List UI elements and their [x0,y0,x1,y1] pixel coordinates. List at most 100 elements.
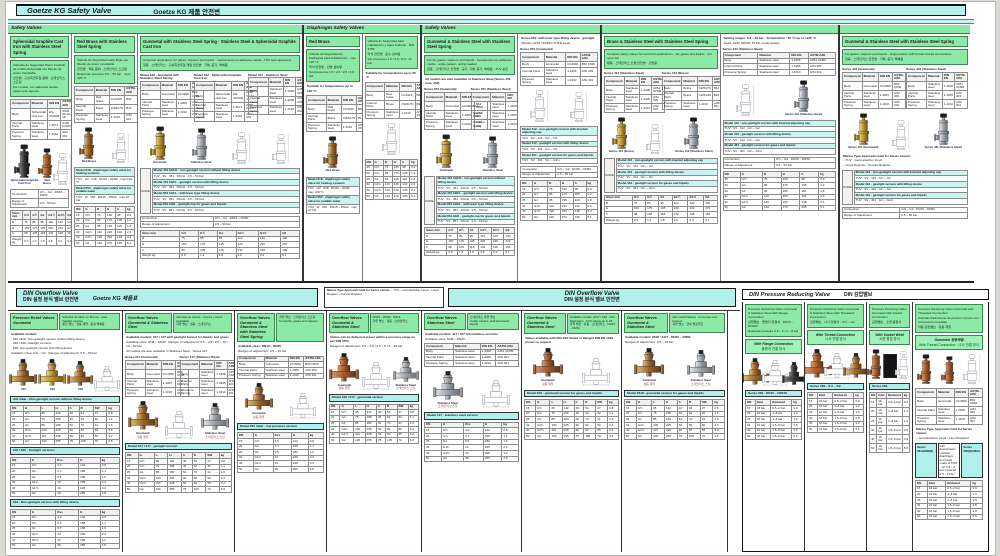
column-header: ASTM-AISI [892,72,906,83]
catalog-column: Brass & Stainless Steel with Stainless S… [602,34,721,281]
table-cell: EN-JS1049 [231,89,246,104]
note-line: All models are also available in Stainle… [425,76,511,85]
table-cell: 50 [915,513,928,521]
table-cell: 2.6 [235,252,259,260]
table-cell: TÜV · HV · 618 · DN15 – DN32 · max 120 °… [306,185,360,196]
description-line: Pressure Reducing Valve Gunmetal & Stain… [748,307,797,320]
column-subtitle: Stainless Steel [427,319,455,325]
table-cell: 1.5–6 bar [770,433,793,440]
overflow-valve-banner-left: DIN Overflow Valve DIN 설정 분식 밸브 안전변 Goet… [16,288,318,307]
description-box: For air, gases, vapours and liquids · ne… [424,54,516,75]
table-cell: 1.4571 [231,102,246,113]
table-cell: Stainless steel [267,86,284,97]
overflow-valve-banner-middle: DIN Overflow Valve DIN 설정 분식 밸브 안전변 [448,288,736,307]
data-table: DN Inlet Reduced kg 15 16 bar 0.5–2 bar 0.9 20 16… [915,480,983,521]
table-cell: Body [905,81,928,92]
section-columns: Gunmetal & Stainless Steel with Stainles… [422,34,600,281]
pressure-reducing-column: Pressure Reducing Valve Gunmetal with Th… [913,302,985,551]
connection-label-kr: With Thread Connection · 나사 연결 방식 [918,342,980,347]
table-cell: 16 bar [816,426,834,433]
table-cell: Range of Adjustment [841,212,901,219]
table-row: Body Spheroidal cast iron EN-JS1049 A536 60… [10,107,72,122]
table-cell: 255 [663,433,678,440]
table-cell: Connection [10,189,39,200]
valve-photo-label: Gunmetal [642,378,656,383]
description-line: Pressure Reducing Valve Gunmetal with Th… [918,307,974,316]
connection-label-kr: 나사 연결 방식 [825,337,846,342]
table-cell: CC491K [340,104,358,115]
table-cell: 1.4408 [282,86,297,97]
note-text: Suitable for temperatures up to 120 °C [306,84,360,93]
table-cell: 2.6 [671,217,689,224]
table-cell: G2 [535,433,551,440]
catalog-section: Diaphragm Safety Valves Red Brass Válvula … [304,25,422,281]
valve-photo-row: Gunmetal 청동 재질 Stainless Steel 스테인리스 스틸 [329,351,419,393]
connection-label-kr: 플랜지 연결 방식 [761,346,786,351]
table-cell: AISI 303 [295,95,302,106]
table-cell: 5.6 [970,513,983,521]
valve-photo-bronze: Gunmetal 청동 재질 [244,383,273,419]
pressure-reducing-title-korean: DIN 감압밸브 [843,292,873,298]
table-cell: 1.4408 [638,85,653,96]
valve-photo-label: 640 [21,387,26,392]
valve-photo-row: Spheroidal Graphite Cast Iron Red Brass [10,142,72,188]
table-row: 32 16 bar 1.5–6 bar 2.8 [807,414,864,422]
table-cell: 5.1 [585,214,599,221]
table-row: Connection G½ – G2 · DN15 – DN50 [10,189,70,200]
note-line: Suitable for temperatures up to 95 °C [365,71,416,80]
valve-photo-copper: Red Brass [38,147,54,186]
table-cell: 255 [364,437,378,444]
valve-photo-label: Stainless Steel [190,159,212,164]
data-table: Model 618 · diaphragm safety valve for h… [306,176,360,215]
column-header: Material [144,360,162,371]
labeled-table: Model 451 bGFO · non-gastight version wi… [435,175,516,226]
column-header: Material [29,98,49,109]
table-row: 50 G2 130 255 75 105 70 4.8 [328,437,420,444]
valve-photo-label: Series 412 (Stainless Steel) [784,111,823,116]
table-cell: Pressure Spring [237,372,265,380]
table-row: 15 G½ 75 160 98 0.9 [364,164,418,172]
column-header-group: Overflow Valves Stainless Steel 스테인리스 과류 밸… [424,313,519,330]
table-cell: 165 [115,240,127,247]
model-section-bar: Series 683 [869,382,910,391]
pressure-reducing-column: Pressure Reducing Valve Gunmetal with So… [867,302,913,551]
model-table-block: CODE Model 412 · non-gastight version wit… [604,157,718,193]
note-text: Suitable for temperatures up to 95 °C [365,71,419,80]
table-cell: AISI 301 [295,104,302,115]
table-cell: 50 [237,466,254,473]
description-line: media: caustic, acid and sterile liquids [469,318,510,327]
table-cell: 1.2 [645,217,660,224]
table-label: Series 412 (Brass) [661,71,689,76]
labeled-table: Sizes mm G½ G¾ G1 G1¼ G1½ G2 D 75 85 95 110 120 140 H 1… [9,210,72,247]
description-line: 과류 밸브 · 청동 · 스테인리스 [372,318,408,323]
table-cell: 270 [391,192,402,200]
table-cell: Brass [325,113,342,124]
table-label: Series 417 (Stainless Steel) [179,355,220,360]
data-table: Sizes mm G½ G¾ G1 G1¼ G1½ G2 D 75 85 95 110 120 140 H 1… [9,210,72,247]
table-cell: 1.4305 [505,110,518,121]
column-header: DIN EN [175,80,192,91]
valve-photo-label: Stainless Steel [437,400,458,405]
table-cell: Weight kg [423,249,448,257]
catalog-column: Setting ranges: 0.2 – 50 bar · Temperatu… [721,34,839,281]
table-cell: Pressure Spring [306,122,327,133]
note-text: Marine Type Approvals held for Series sh… [842,154,968,168]
description-line: 과류 밸브 · 청동 · 스테인리스 [176,322,212,327]
table-cell: Body [194,89,215,104]
table-row: 40 G1½ 120 240 148 3.4 [520,208,599,216]
table-cell: Red brass [325,104,342,115]
